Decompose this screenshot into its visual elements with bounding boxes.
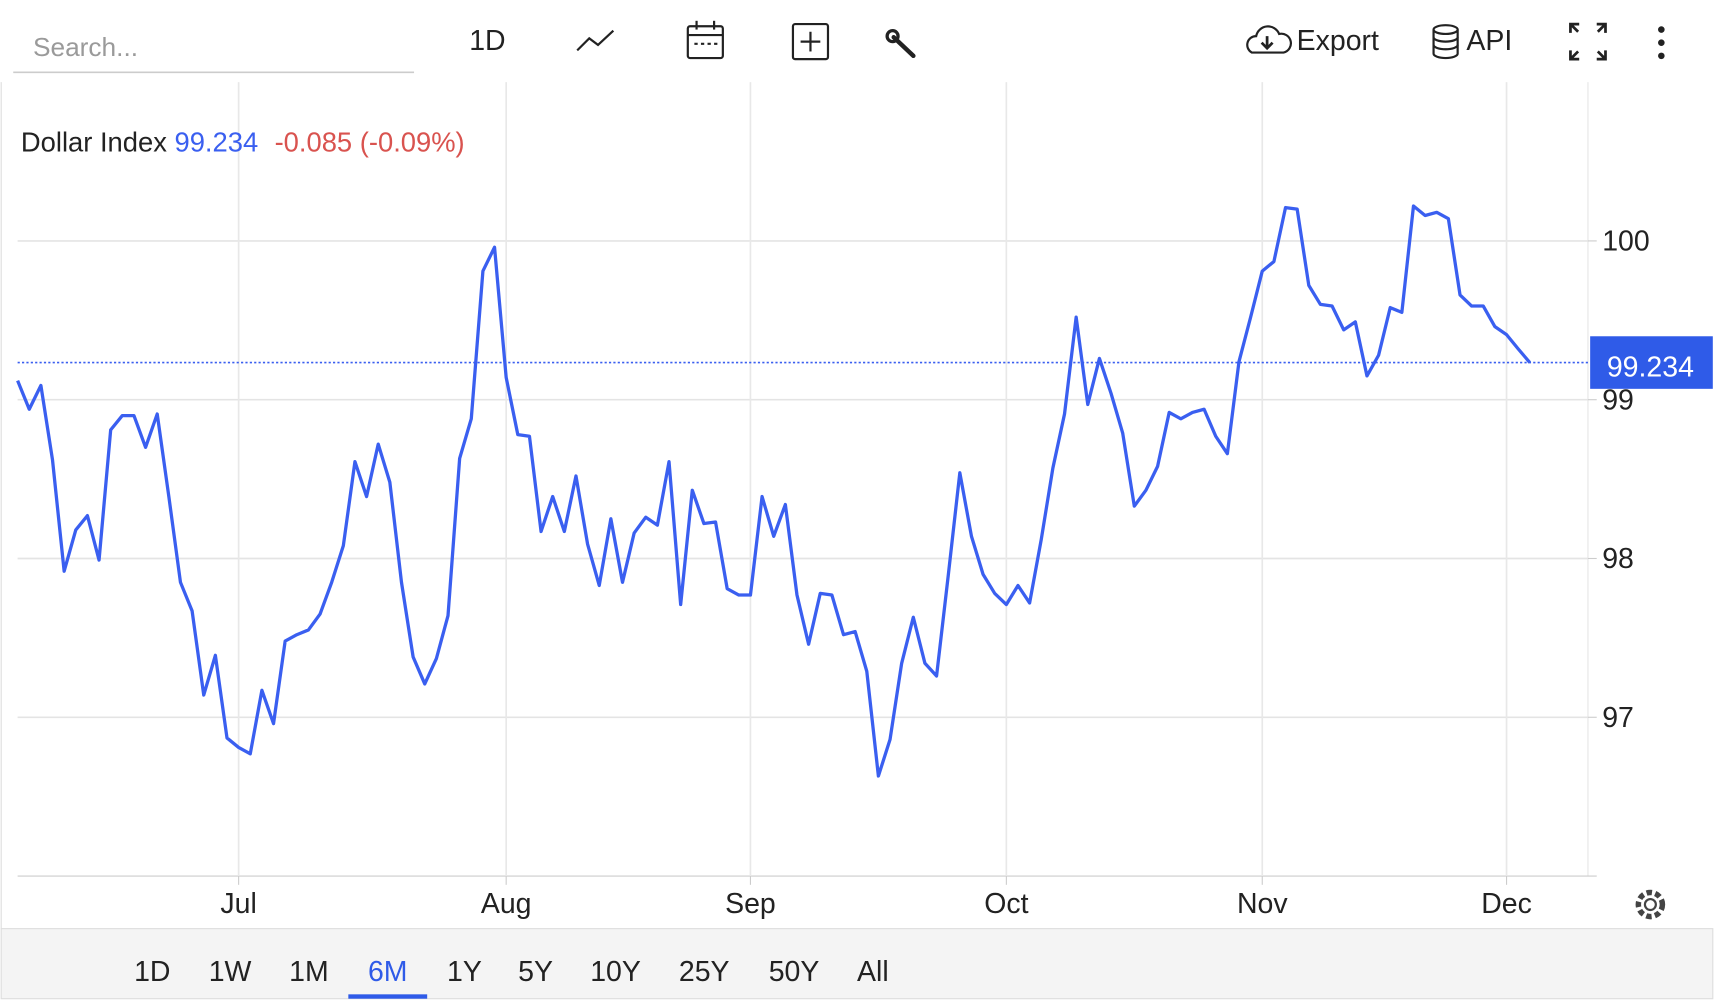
active-range-underline xyxy=(348,994,428,999)
range-button[interactable]: All xyxy=(857,956,889,988)
range-button[interactable]: 1M xyxy=(289,956,329,988)
range-buttons: 1D 1W 1M 6M 1Y 5Y 10Y 25Y 50Y All xyxy=(134,956,889,999)
y-tick-label: 99 xyxy=(1602,384,1634,416)
add-icon[interactable] xyxy=(791,22,830,61)
x-tick-label: Jul xyxy=(220,888,256,920)
fullscreen-icon[interactable] xyxy=(1569,22,1607,61)
chart-header: Dollar Index 99.234 -0.085 (-0.09%) xyxy=(21,127,465,158)
toolbar: Search... 1D Export API xyxy=(13,20,1665,74)
last-price-tag xyxy=(1590,336,1713,389)
grid: 97 98 99 100 Jul Aug Sep Oct Nov Dec xyxy=(17,82,1650,920)
x-tick-label: Oct xyxy=(984,888,1028,920)
price-change-percent: (-0.09%) xyxy=(360,127,465,158)
x-tick-label: Dec xyxy=(1481,888,1532,920)
range-button[interactable]: 1D xyxy=(134,956,170,988)
more-menu-icon[interactable] xyxy=(1658,26,1665,60)
export-button[interactable]: Export xyxy=(1246,25,1379,57)
range-button[interactable]: 1W xyxy=(209,956,252,988)
range-button[interactable]: 10Y xyxy=(590,956,641,988)
y-tick-label: 98 xyxy=(1602,543,1634,575)
gear-icon[interactable] xyxy=(1635,889,1666,920)
range-button[interactable]: 1Y xyxy=(447,956,482,988)
api-label: API xyxy=(1466,25,1512,57)
y-tick-label: 100 xyxy=(1602,226,1650,258)
range-button[interactable]: 6M xyxy=(368,956,408,988)
price-change: -0.085 xyxy=(275,127,353,158)
export-label: Export xyxy=(1297,25,1379,57)
range-button[interactable]: 5Y xyxy=(518,956,553,988)
api-button[interactable]: API xyxy=(1432,24,1513,60)
plot: 99.234 xyxy=(16,204,1713,778)
y-tick-label: 97 xyxy=(1602,702,1634,734)
chart-title: Dollar Index xyxy=(21,127,167,158)
range-button[interactable]: 50Y xyxy=(769,956,820,988)
x-tick-label: Nov xyxy=(1237,888,1288,920)
range-button[interactable]: 25Y xyxy=(679,956,730,988)
calendar-icon[interactable] xyxy=(686,20,724,60)
x-tick-label: Sep xyxy=(725,888,776,920)
settings-wrench-icon[interactable] xyxy=(885,29,916,59)
last-price: 99.234 xyxy=(175,127,259,158)
last-price-tag-label: 99.234 xyxy=(1607,352,1694,384)
interval-button[interactable]: 1D xyxy=(469,25,505,57)
price-line xyxy=(16,204,1532,778)
x-tick-label: Aug xyxy=(481,888,532,920)
range-bar xyxy=(0,928,1714,1000)
search-input[interactable]: Search... xyxy=(33,32,138,62)
chart-type-icon[interactable] xyxy=(576,29,615,52)
